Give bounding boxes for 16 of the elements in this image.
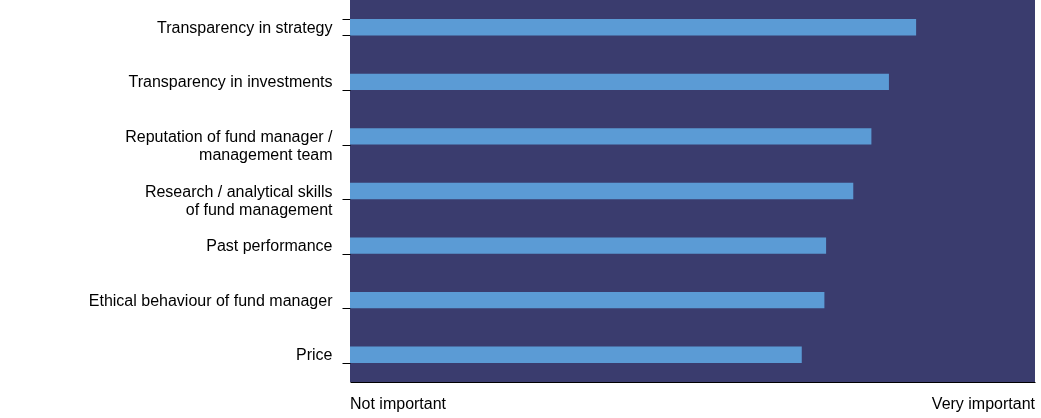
text: Very important — [931, 395, 1036, 412]
bar — [350, 237, 827, 254]
y-tick-label: Transparency in strategy — [157, 18, 333, 36]
bar — [350, 19, 917, 36]
y-tick-label: Price — [296, 346, 333, 364]
text: Not important — [350, 395, 447, 412]
y-tick-label: Ethical behaviour of fund manager — [88, 291, 334, 309]
bar — [350, 346, 802, 363]
y-tick-label: Past performance — [206, 237, 333, 255]
bar — [350, 73, 889, 91]
y-tick-label: Reputation of fund manager / management team — [125, 127, 334, 163]
y-tick-label: Research / analytical skills of fund management — [144, 182, 334, 218]
bar — [350, 128, 872, 145]
bar — [350, 182, 854, 200]
y-tick-label: Transparency in investments — [128, 73, 333, 91]
bar — [350, 291, 825, 309]
